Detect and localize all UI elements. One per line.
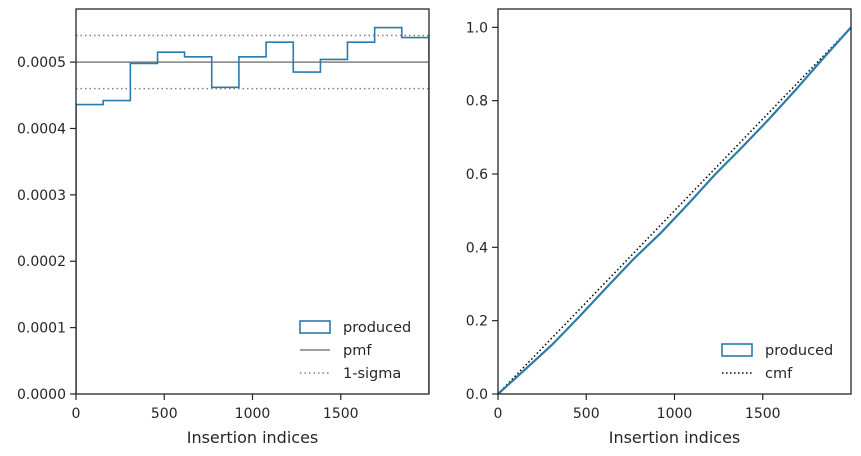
left-y-tick-label: 0.0001	[17, 321, 66, 337]
produced-cumulative-line	[498, 26, 851, 394]
legend-sigma-label: 1-sigma	[343, 366, 401, 382]
right-y-tick-label: 0.6	[466, 167, 488, 183]
right-x-tick-label: 1000	[657, 406, 693, 422]
histogram-plot-area	[76, 26, 429, 394]
left-x-axis-label: Insertion indices	[187, 428, 319, 447]
legend-cmf-label: cmf	[765, 366, 793, 382]
legend-produced-label: produced	[343, 320, 411, 336]
right-x-tick-label: 500	[573, 406, 600, 422]
right-y-tick-label: 1.0	[466, 20, 488, 36]
legend-produced-swatch	[299, 320, 331, 334]
right-y-tick-label: 0.8	[466, 94, 488, 110]
left-y-tick-label: 0.0005	[17, 55, 66, 71]
left-legend: produced pmf 1-sigma	[299, 320, 411, 382]
legend-pmf-label: pmf	[343, 343, 372, 359]
right-x-tick-label: 0	[494, 406, 503, 422]
histogram-panel: 0 500 1000 1500 0.0000 0.0001 0.0002 0.0003 0.00…	[17, 8, 430, 447]
cumulative-panel: 0 500 1000 1500 0.0 0.2 0.4 0.6 0.8 1.0 Insertion …	[466, 8, 852, 447]
right-x-axis-label: Insertion indices	[609, 428, 741, 447]
right-y-tick-label: 0.0	[466, 387, 488, 403]
right-x-tick-label: 1500	[745, 406, 781, 422]
left-axes-frame	[75, 8, 430, 395]
left-x-tick-label: 1500	[323, 406, 359, 422]
legend-produced-swatch	[721, 343, 753, 357]
left-y-tick-label: 0.0002	[17, 254, 66, 270]
right-y-tick-label: 0.2	[466, 314, 488, 330]
produced-histogram-step	[76, 26, 429, 394]
left-y-tick-label: 0.0003	[17, 188, 66, 204]
cumulative-plot-area	[498, 26, 851, 394]
left-x-tick-label: 500	[151, 406, 178, 422]
right-axes-frame	[497, 8, 852, 395]
legend-produced-label: produced	[765, 343, 833, 359]
left-y-tick-label: 0.0004	[17, 121, 66, 137]
right-legend: produced cmf	[721, 343, 833, 382]
left-y-tick-label: 0.0000	[17, 387, 66, 403]
left-x-tick-label: 0	[72, 406, 81, 422]
cmf-line	[498, 26, 851, 394]
right-y-tick-label: 0.4	[466, 240, 488, 256]
left-x-tick-label: 1000	[235, 406, 271, 422]
